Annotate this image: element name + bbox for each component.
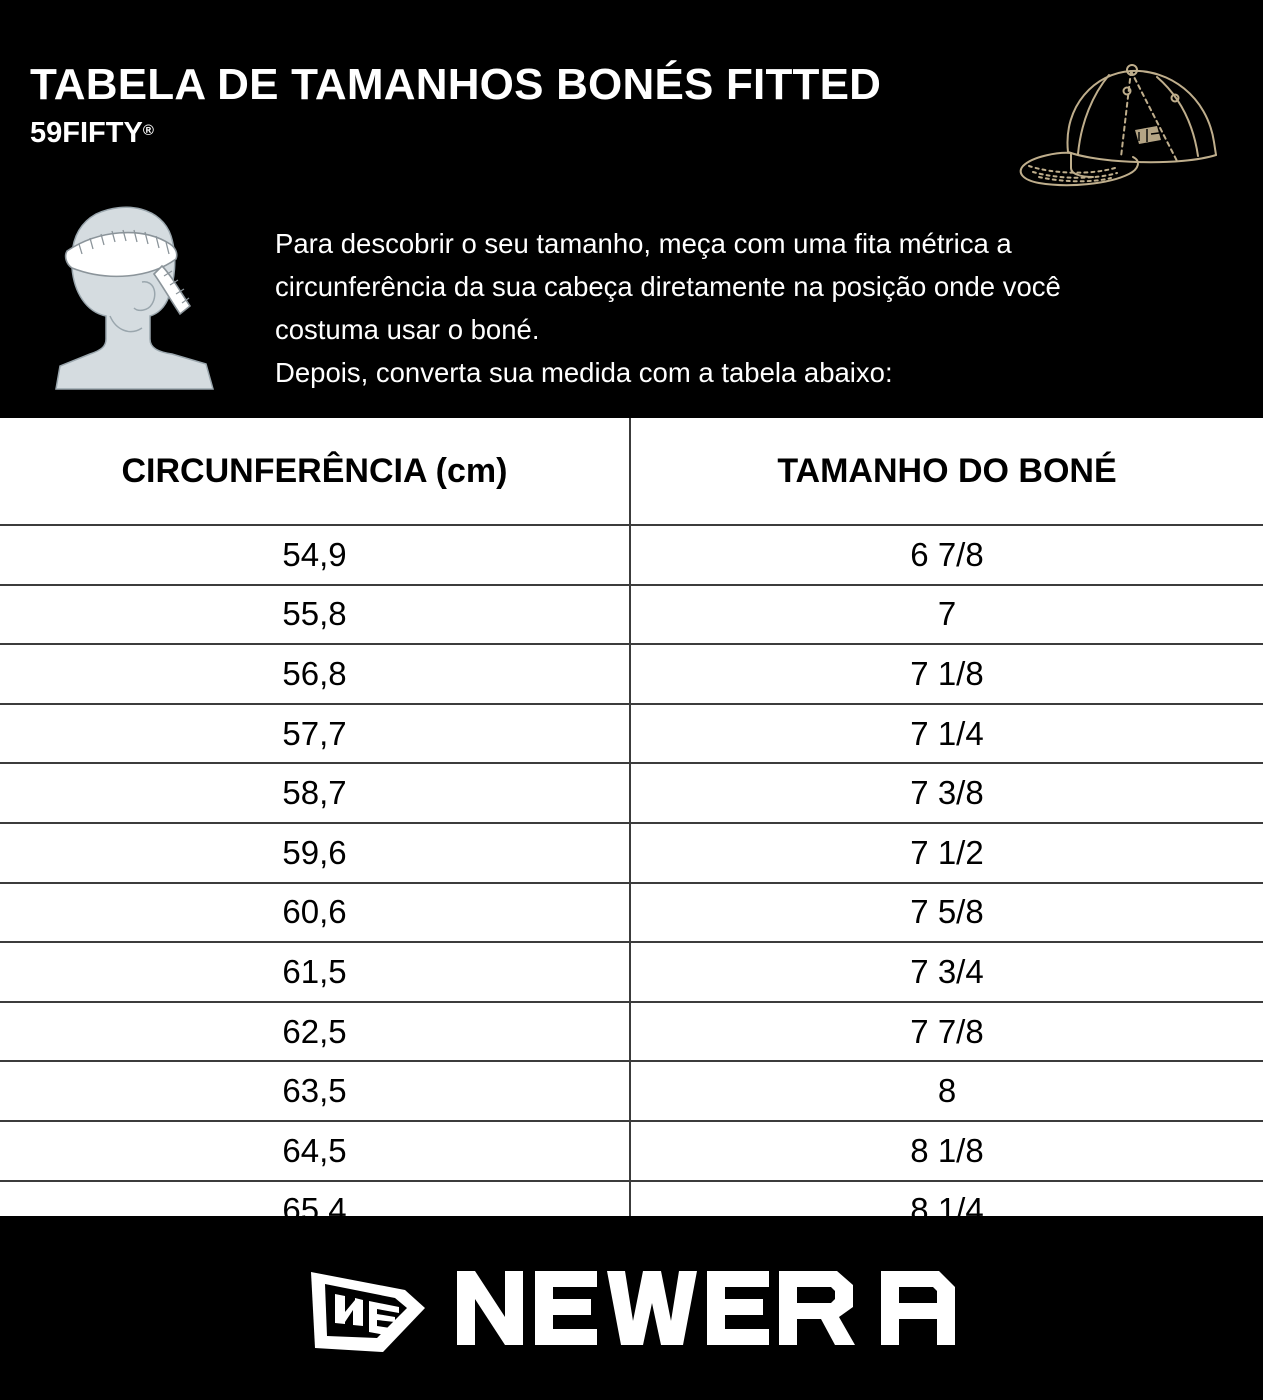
cell-cap-size: 8 bbox=[630, 1061, 1263, 1122]
cell-cap-size: 7 3/8 bbox=[630, 763, 1263, 824]
cell-cap-size: 7 1/4 bbox=[630, 703, 1263, 765]
cell-circumference: 59,6 bbox=[0, 822, 631, 884]
instruction-line: costuma usar o boné. bbox=[275, 314, 540, 345]
cell-cap-size: 7 7/8 bbox=[630, 1001, 1263, 1063]
table-row: 62,5 7 7/8 bbox=[0, 1001, 1263, 1063]
column-header-cap-size: TAMANHO DO BONÉ bbox=[630, 418, 1263, 526]
brand-logo bbox=[0, 1216, 1263, 1400]
title-block: TABELA DE TAMANHOS BONÉS FITTED 59FIFTY® bbox=[30, 60, 1030, 150]
page-subtitle: 59FIFTY® bbox=[30, 116, 1030, 150]
table-row: 58,7 7 3/8 bbox=[0, 763, 1263, 824]
registered-mark: ® bbox=[142, 121, 154, 139]
table-row: 55,8 7 bbox=[0, 584, 1263, 646]
size-table: CIRCUNFERÊNCIA (cm) TAMANHO DO BONÉ 54,9… bbox=[0, 418, 1263, 1240]
new-era-flag-icon bbox=[310, 1272, 425, 1352]
table-row: 59,6 7 1/2 bbox=[0, 822, 1263, 884]
table-row: 56,8 7 1/8 bbox=[0, 644, 1263, 705]
table-row: 60,6 7 5/8 bbox=[0, 882, 1263, 944]
head-measure-icon bbox=[38, 196, 238, 392]
table-header-row: CIRCUNFERÊNCIA (cm) TAMANHO DO BONÉ bbox=[0, 418, 1263, 526]
size-table-area: CIRCUNFERÊNCIA (cm) TAMANHO DO BONÉ 54,9… bbox=[0, 418, 1263, 1240]
cell-cap-size: 7 3/4 bbox=[630, 942, 1263, 1003]
cell-cap-size: 7 1/8 bbox=[630, 644, 1263, 705]
subtitle-text: 59FIFTY bbox=[30, 116, 143, 149]
cell-circumference: 63,5 bbox=[0, 1061, 631, 1122]
cell-circumference: 62,5 bbox=[0, 1001, 631, 1063]
cell-circumference: 54,9 bbox=[0, 525, 631, 586]
table-row: 63,5 8 bbox=[0, 1061, 1263, 1122]
cell-circumference: 57,7 bbox=[0, 703, 631, 765]
cell-cap-size: 7 1/2 bbox=[630, 822, 1263, 884]
cell-circumference: 58,7 bbox=[0, 763, 631, 824]
cell-circumference: 61,5 bbox=[0, 942, 631, 1003]
brand-wordmark bbox=[456, 1271, 955, 1345]
instruction-line: circunferência da sua cabeça diretamente… bbox=[275, 271, 1061, 302]
cell-circumference: 55,8 bbox=[0, 584, 631, 646]
column-header-circumference: CIRCUNFERÊNCIA (cm) bbox=[0, 418, 631, 526]
table-row: 54,9 6 7/8 bbox=[0, 525, 1263, 586]
instruction-line: Depois, converta sua medida com a tabela… bbox=[275, 357, 893, 388]
table-row: 57,7 7 1/4 bbox=[0, 703, 1263, 765]
page-title: TABELA DE TAMANHOS BONÉS FITTED bbox=[30, 60, 882, 109]
cell-cap-size: 8 1/8 bbox=[630, 1120, 1263, 1182]
table-row: 61,5 7 3/4 bbox=[0, 942, 1263, 1003]
cell-cap-size: 6 7/8 bbox=[630, 525, 1263, 586]
cell-cap-size: 7 bbox=[630, 584, 1263, 646]
cell-cap-size: 7 5/8 bbox=[630, 882, 1263, 944]
fitted-cap-icon bbox=[1011, 56, 1241, 191]
cell-circumference: 64,5 bbox=[0, 1120, 631, 1182]
instructions-text: Para descobrir o seu tamanho, meça com u… bbox=[275, 222, 1260, 394]
cell-circumference: 56,8 bbox=[0, 644, 631, 705]
instruction-line: Para descobrir o seu tamanho, meça com u… bbox=[275, 228, 1012, 259]
header-panel: TABELA DE TAMANHOS BONÉS FITTED 59FIFTY® bbox=[0, 0, 1263, 418]
table-row: 64,5 8 1/8 bbox=[0, 1120, 1263, 1182]
table-body: 54,9 6 7/8 55,8 7 56,8 7 1/8 57,7 7 1/4 … bbox=[0, 525, 1263, 1240]
footer-panel bbox=[0, 1216, 1263, 1400]
cell-circumference: 60,6 bbox=[0, 882, 631, 944]
